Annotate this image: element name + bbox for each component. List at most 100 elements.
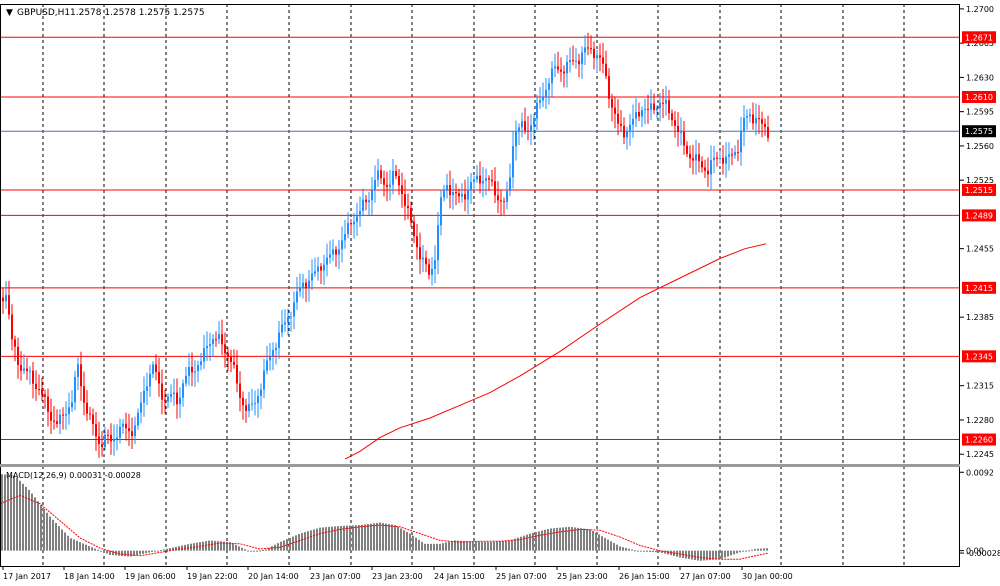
macd-bar-44 (133, 550, 135, 556)
candle-95 (287, 308, 289, 336)
macd-bar-71 (214, 540, 216, 551)
candle-119 (359, 196, 361, 227)
candle-151 (455, 183, 457, 206)
macd-bar-22 (67, 535, 69, 551)
macd-bar-202 (607, 539, 609, 551)
candle-157 (473, 175, 475, 191)
macd-bar-134 (403, 530, 405, 551)
macd-bar-209 (628, 548, 630, 551)
y-tick-label-9: 1.2280 (966, 416, 994, 425)
candle-174 (524, 107, 526, 135)
macd-bar-55 (166, 548, 168, 551)
macd-bar-34 (103, 550, 105, 553)
macd-bar-2 (7, 474, 9, 551)
macd-bar-191 (574, 527, 576, 551)
candle-126 (380, 164, 382, 184)
candle-136 (410, 201, 412, 227)
candle-148 (446, 173, 448, 199)
macd-bar-194 (583, 528, 585, 551)
macd-bar-246 (739, 550, 741, 553)
macd-bar-205 (616, 544, 618, 551)
candle-235 (707, 157, 709, 188)
candle-203 (611, 93, 613, 122)
candle-74 (224, 332, 226, 368)
level-label-2: 1.2515 (965, 186, 993, 195)
candle-193 (581, 46, 583, 79)
macd-bar-121 (364, 524, 366, 551)
macd-signal-line (0, 494, 769, 560)
candle-47 (143, 376, 145, 417)
candle-220 (662, 88, 664, 119)
macd-bar-70 (211, 540, 213, 551)
candle-23 (71, 390, 73, 412)
macd-bar-177 (532, 532, 534, 551)
macd-bar-27 (82, 543, 84, 551)
level-badge-4 (962, 281, 996, 294)
chart-header-arrow-icon[interactable]: ▼ (6, 8, 13, 18)
candle-9 (29, 366, 31, 385)
macd-bar-72 (217, 541, 219, 551)
grid-lines (42, 4, 905, 566)
macd-bar-168 (505, 540, 507, 551)
candle-159 (479, 161, 481, 194)
macd-bar-3 (10, 475, 12, 551)
macd-bar-122 (367, 524, 369, 551)
candle-228 (686, 141, 688, 158)
candle-247 (743, 105, 745, 147)
macd-bar-17 (52, 519, 54, 551)
candle-130 (392, 158, 394, 195)
x-tick-label-4: 20 Jan 14:00 (248, 572, 299, 581)
macd-bar-161 (484, 541, 486, 551)
x-tick-label-1: 18 Jan 14:00 (64, 572, 115, 581)
macd-bar-95 (286, 539, 288, 551)
macd-bar-189 (568, 526, 570, 551)
candle-21 (65, 401, 67, 430)
candle-138 (416, 223, 418, 260)
macd-bar-115 (346, 525, 348, 551)
candle-234 (704, 159, 706, 179)
macd-bar-151 (454, 540, 456, 551)
macd-bar-26 (79, 542, 81, 551)
candle-109 (329, 240, 331, 264)
x-tick-label-2: 19 Jan 06:00 (125, 572, 176, 581)
macd-bar-173 (520, 536, 522, 551)
candle-107 (323, 254, 325, 286)
macd-bar-198 (595, 532, 597, 551)
macd-bar-244 (733, 550, 735, 555)
macd-bar-108 (325, 527, 327, 551)
candle-250 (752, 102, 754, 130)
candle-35 (107, 429, 109, 445)
candle-22 (68, 392, 70, 425)
macd-bar-61 (184, 544, 186, 551)
macd-bar-32 (97, 549, 99, 551)
candle-7 (23, 354, 25, 375)
macd-bar-207 (622, 547, 624, 551)
macd-bar-56 (169, 548, 171, 551)
candle-53 (161, 369, 163, 415)
candle-152 (458, 188, 460, 203)
current-price-badge (962, 125, 996, 138)
macd-bar-180 (541, 530, 543, 551)
macd-bar-28 (85, 544, 87, 551)
candle-167 (503, 197, 505, 215)
plot-frame (0, 4, 960, 567)
candle-120 (362, 188, 364, 216)
candle-205 (617, 99, 619, 136)
level-badge-1 (962, 90, 996, 103)
candle-14 (44, 389, 46, 409)
candle-49 (149, 364, 151, 397)
macd-bar-242 (727, 550, 729, 557)
macd-tick-label-0: 0.0092 (966, 468, 994, 477)
candle-50 (152, 361, 154, 379)
candle-15 (47, 388, 49, 427)
macd-bar-45 (136, 550, 138, 556)
macd-bar-15 (46, 512, 48, 551)
candle-102 (308, 270, 310, 302)
macd-bar-37 (112, 550, 114, 556)
macd-bar-148 (445, 542, 447, 551)
candle-237 (713, 145, 715, 173)
macd-bar-85 (256, 550, 258, 552)
candle-241 (725, 142, 727, 178)
candle-222 (668, 89, 670, 120)
candle-67 (203, 334, 205, 369)
